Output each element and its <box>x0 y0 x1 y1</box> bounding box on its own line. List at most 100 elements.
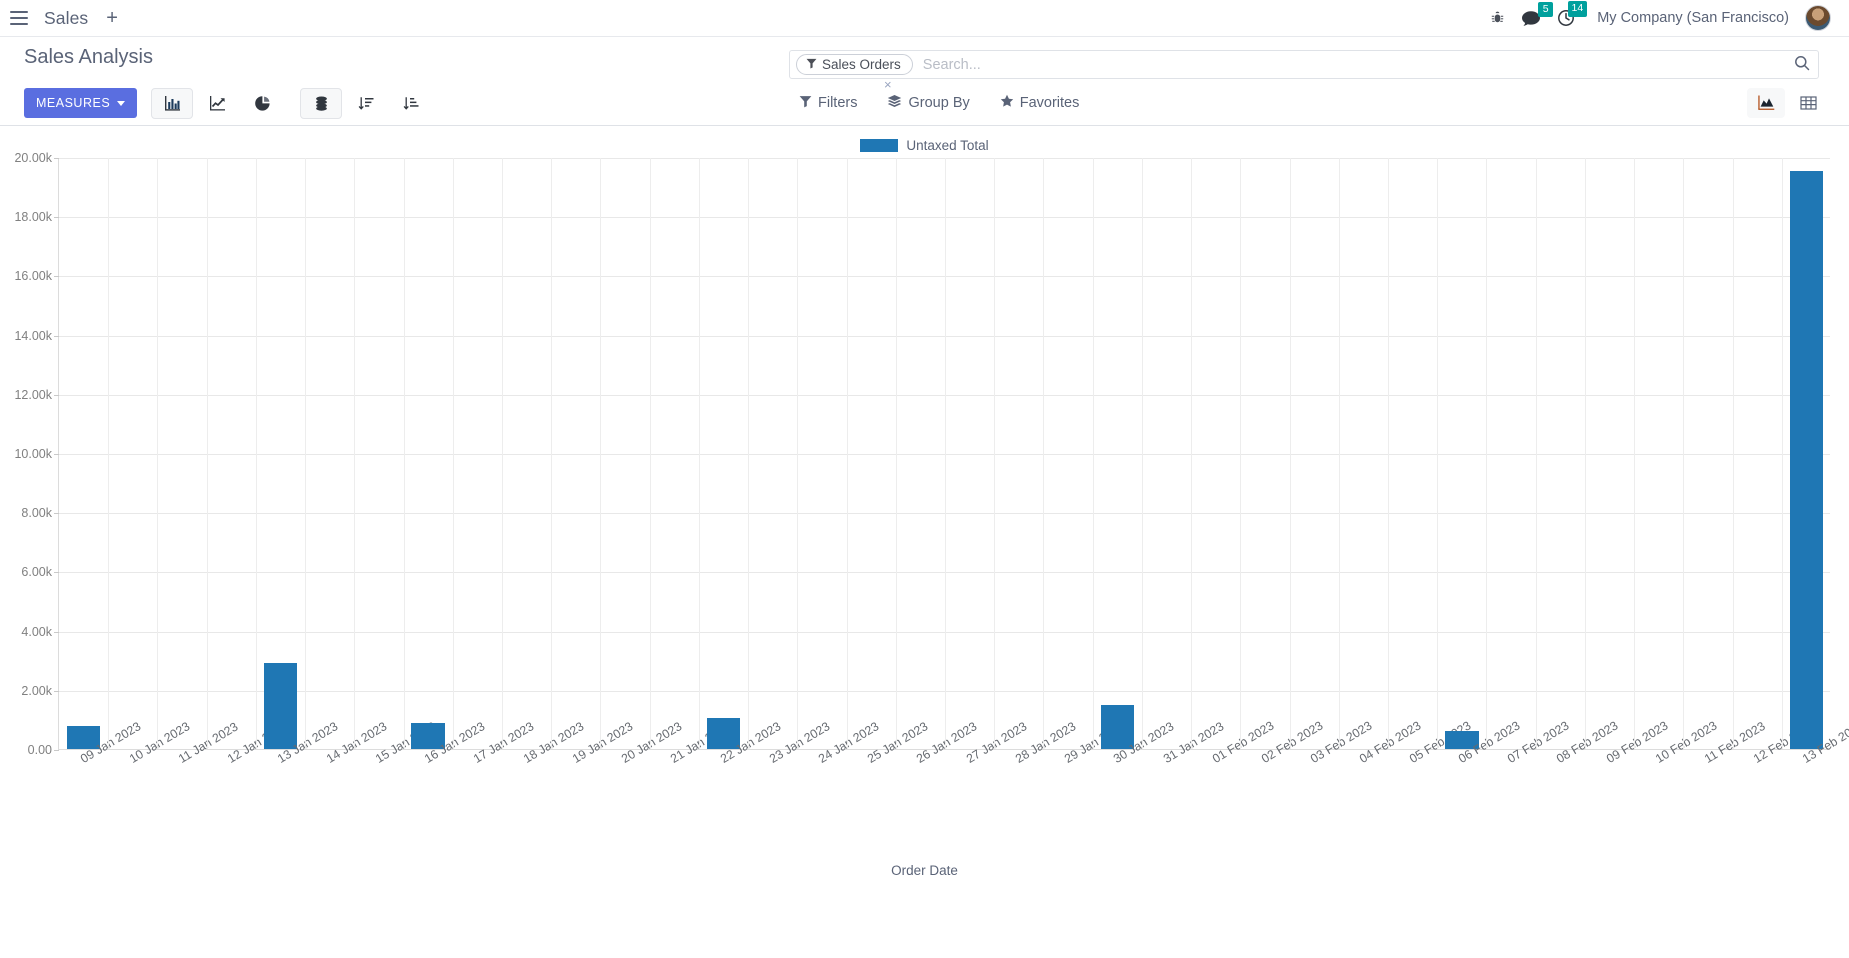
sort-descending-icon[interactable] <box>345 88 387 119</box>
gridline-horizontal <box>59 394 1830 396</box>
gridline-vertical <box>1584 158 1586 749</box>
measures-label: MEASURES <box>36 96 111 110</box>
gridline-vertical <box>1437 158 1439 749</box>
search-facet-remove-icon[interactable]: × <box>884 77 892 92</box>
bar[interactable] <box>706 717 741 749</box>
top-navbar: Sales + 5 14 My Company (S <box>0 0 1849 37</box>
y-axis-tick-label: 0.00 <box>28 743 60 757</box>
company-switcher[interactable]: My Company (San Francisco) <box>1597 10 1789 26</box>
search-facet-sales-orders[interactable]: Sales Orders <box>796 54 913 75</box>
hamburger-menu-icon[interactable] <box>8 7 30 29</box>
plot-wrapper: 0.00 2.00k 4.00k 6.00k 8.00k 10.00k 12.00k 14.0… <box>0 151 1849 954</box>
y-axis-tick-label: 18.00k <box>14 210 59 224</box>
bug-icon[interactable] <box>1490 10 1505 26</box>
gridline-vertical <box>206 158 208 749</box>
gridline-vertical <box>452 158 454 749</box>
gridline-vertical <box>354 158 356 749</box>
gridline-vertical <box>1388 158 1389 749</box>
chart-type-buttons <box>151 87 286 119</box>
group-by-menu[interactable]: Group By <box>887 94 970 112</box>
gridline-horizontal <box>59 158 1830 159</box>
search-facet-label: Sales Orders <box>822 57 901 72</box>
gridline-vertical <box>846 158 848 749</box>
bar[interactable] <box>1100 704 1134 749</box>
chevron-down-icon <box>117 100 126 106</box>
gridline-vertical <box>1043 158 1045 749</box>
gridline-vertical <box>305 158 307 749</box>
gridline-vertical <box>1092 158 1094 749</box>
bar-chart-icon[interactable] <box>151 87 194 119</box>
chart-legend: Untaxed Total <box>0 132 1849 158</box>
avatar[interactable] <box>1805 5 1831 31</box>
x-axis-title: Order Date <box>891 863 958 878</box>
gridline-vertical <box>1191 158 1193 749</box>
gridline-horizontal <box>59 572 1830 574</box>
messages-badge: 5 <box>1538 1 1554 17</box>
messages-button[interactable]: 5 <box>1521 1 1554 27</box>
control-panel: Sales Analysis Sales Orders × MEASURES <box>0 37 1849 126</box>
legend-swatch <box>860 138 899 152</box>
gridline-horizontal <box>59 454 1830 455</box>
bar[interactable] <box>411 722 445 749</box>
measures-button[interactable]: MEASURES <box>24 88 138 118</box>
sort-ascending-icon[interactable] <box>390 88 432 119</box>
legend-label: Untaxed Total <box>906 137 989 153</box>
bar[interactable] <box>1789 171 1824 749</box>
bar[interactable] <box>263 663 298 749</box>
pivot-view-button[interactable] <box>1789 88 1827 118</box>
filter-icon <box>799 95 812 112</box>
activities-badge: 14 <box>1567 1 1588 17</box>
gridline-vertical <box>551 158 553 749</box>
line-chart-icon[interactable] <box>196 88 238 119</box>
y-axis-tick-label: 12.00k <box>14 388 59 402</box>
activities-button[interactable]: 14 <box>1557 1 1588 27</box>
y-axis-tick-label: 14.00k <box>14 329 59 343</box>
favorites-menu-label: Favorites <box>1019 95 1080 111</box>
bar[interactable] <box>1445 730 1479 749</box>
gridline-horizontal <box>59 217 1830 219</box>
filter-icon <box>806 58 817 72</box>
star-icon <box>1000 94 1014 112</box>
gridline-vertical <box>649 158 651 749</box>
gridline-horizontal <box>59 690 1830 692</box>
app-name-sales[interactable]: Sales <box>44 7 89 28</box>
gridline-vertical <box>1141 158 1143 749</box>
gridline-vertical <box>157 158 159 749</box>
gridline-horizontal <box>59 513 1830 515</box>
gridline-horizontal <box>59 276 1830 278</box>
search-menus: Filters Group By Favorit <box>799 94 1079 112</box>
filters-menu[interactable]: Filters <box>799 95 857 112</box>
plot-area[interactable]: 0.00 2.00k 4.00k 6.00k 8.00k 10.00k 12.00k 14.0… <box>14 151 1849 766</box>
gridline-vertical <box>1240 158 1242 749</box>
gridline-vertical <box>1535 158 1537 749</box>
gridline-vertical <box>748 158 750 749</box>
gridline-vertical <box>1781 158 1783 749</box>
graph-view-button[interactable] <box>1747 88 1785 118</box>
gridline-vertical <box>600 158 602 749</box>
gridline-vertical <box>994 158 996 749</box>
favorites-menu[interactable]: Favorites <box>1000 94 1080 112</box>
group-by-menu-label: Group By <box>908 95 970 111</box>
chart-option-buttons <box>300 87 435 119</box>
y-axis-tick-label: 10.00k <box>14 447 59 461</box>
magnifier-icon[interactable] <box>1788 55 1810 75</box>
bar[interactable] <box>66 725 101 749</box>
search-input[interactable] <box>912 56 1788 73</box>
control-panel-top-row: Sales Analysis <box>24 37 1827 81</box>
navbar-left: Sales + <box>8 7 122 29</box>
control-panel-bottom-row: MEASURES <box>24 81 1827 125</box>
stacked-icon[interactable] <box>300 87 343 119</box>
gridline-vertical <box>1486 158 1488 749</box>
graph-view: Untaxed Total 0.00 2.00k 4.00k 6.00k 8.00k 10… <box>0 126 1849 954</box>
search-view[interactable]: Sales Orders <box>789 50 1819 79</box>
filters-menu-label: Filters <box>818 95 858 111</box>
gridline-vertical <box>1289 158 1291 749</box>
page-title: Sales Analysis <box>24 46 153 68</box>
gridline-vertical <box>945 158 946 749</box>
y-axis-tick-label: 16.00k <box>14 269 59 283</box>
pie-chart-icon[interactable] <box>241 88 283 119</box>
gridline-horizontal <box>59 631 1830 633</box>
new-tab-button[interactable]: + <box>106 7 118 29</box>
gridline-vertical <box>797 158 799 749</box>
gridline-vertical <box>255 158 257 749</box>
